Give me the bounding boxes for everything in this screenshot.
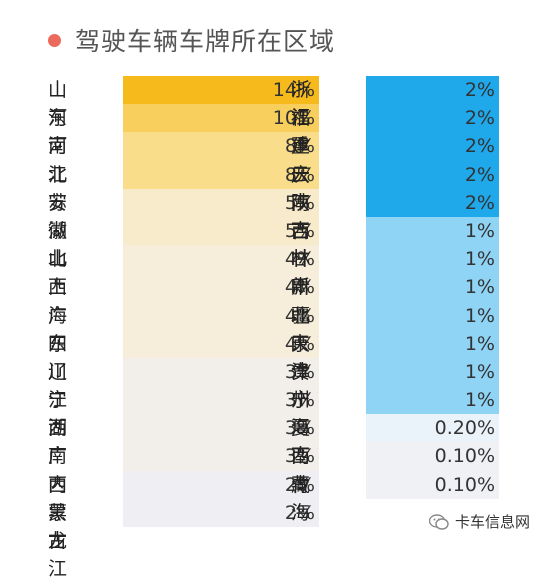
region-name: 西藏: [291, 445, 311, 496]
region-percent-cell: 4%: [123, 245, 319, 274]
region-percent-cell: 2%: [366, 132, 499, 161]
region-name: 甘肃: [291, 248, 311, 299]
region-name: 内蒙古: [48, 473, 68, 553]
region-percent-cell: 5%: [123, 188, 319, 217]
title-bullet-icon: [48, 33, 61, 47]
region-name: 山东: [48, 79, 68, 130]
region-percent-cell: 0.10%: [366, 442, 499, 471]
region-name: 北京: [291, 304, 311, 355]
chart-title: 驾驶车辆车牌所在区域: [75, 27, 336, 56]
region-percent-cell: 14%: [123, 76, 319, 105]
region-name: 河北: [48, 135, 68, 186]
region-name: 黑龙江: [48, 501, 68, 581]
region-name: 湖北: [48, 219, 68, 271]
region-percent-cell: 2%: [366, 104, 499, 133]
region-name: 安徽: [48, 191, 68, 242]
region-percent-cell: 10%: [123, 104, 319, 133]
region-percent-cell: 2%: [366, 188, 499, 217]
region-name: 上海: [48, 276, 68, 327]
region-percent-cell: 2%: [366, 76, 499, 105]
region-name: 四川: [48, 332, 68, 383]
region-percent-cell: 3%: [123, 357, 319, 387]
region-name: 湖南: [48, 417, 68, 468]
region-percent-cell: 0.20%: [366, 414, 499, 443]
region-name: 云南: [291, 163, 311, 214]
region-percent-cell: 8%: [123, 132, 319, 161]
region-percent-cell: 1%: [366, 357, 499, 387]
region-percent-cell: 4%: [123, 273, 319, 302]
region-name: 陕西: [291, 191, 311, 242]
region-percent-cell: 2%: [123, 470, 319, 499]
region-percent-cell: 1%: [366, 245, 499, 274]
region-percent-cell: 1%: [366, 273, 499, 302]
region-percent-cell: 2%: [123, 498, 319, 527]
wechat-icon: [428, 513, 449, 530]
region-name: 青海: [291, 473, 311, 524]
region-name: 海南: [291, 417, 311, 468]
watermark-text: 卡车信息网: [454, 513, 530, 531]
region-percent-cell: 5%: [123, 216, 319, 246]
region-percent-cell: 1%: [366, 329, 499, 358]
chart-title-row: 驾驶车辆车牌所在区域: [48, 22, 335, 58]
region-name: 福建: [291, 107, 311, 158]
region-percent-cell: 1%: [366, 216, 499, 246]
region-name: 江苏: [48, 163, 68, 214]
region-percent-cell: 1%: [366, 386, 499, 415]
region-percent-cell: 3%: [123, 414, 319, 443]
region-percent-cell: 3%: [123, 386, 319, 415]
region-percent-cell: 1%: [366, 301, 499, 330]
region-percent-cell: 3%: [123, 442, 319, 471]
region-name: 河南: [48, 107, 68, 158]
region-percent-cell: 0.10%: [366, 470, 499, 499]
region-percent-cell: 8%: [123, 160, 319, 189]
region-name: 天津: [291, 332, 311, 383]
region-name: 辽宁: [48, 360, 68, 412]
region-name: 宁夏: [291, 389, 311, 440]
region-name: 山西: [48, 248, 68, 299]
region-name: 重庆: [291, 135, 311, 186]
region-name: 浙江: [291, 79, 311, 130]
region-name: 吉林: [291, 219, 311, 271]
region-name: 新疆: [291, 276, 311, 327]
region-name: 广西: [48, 445, 68, 496]
region-name: 江西: [48, 389, 68, 440]
region-percent-cell: 4%: [123, 329, 319, 358]
region-name: 贵州: [291, 360, 311, 412]
watermark: 卡车信息网: [428, 511, 530, 532]
region-percent-cell: 2%: [366, 160, 499, 189]
region-percent-cell: 4%: [123, 301, 319, 330]
region-name: 广东: [48, 304, 68, 355]
